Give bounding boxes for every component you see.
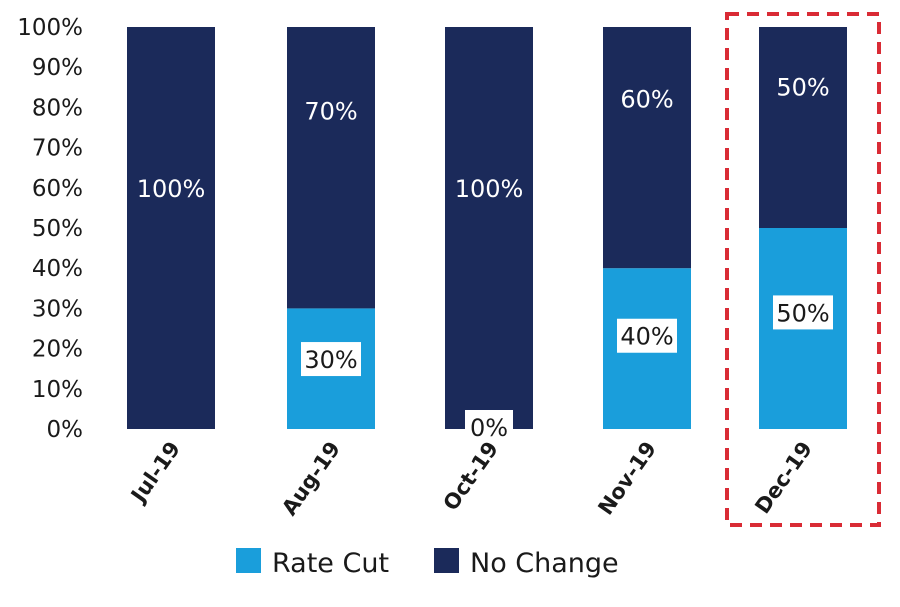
y-tick-label: 60% — [32, 176, 83, 202]
x-tick-label: Aug-19 — [277, 437, 345, 520]
y-tick-label: 20% — [32, 337, 83, 363]
bar-segment-no-change — [603, 27, 691, 269]
y-tick-label: 0% — [47, 417, 84, 443]
bar-segment-no-change — [127, 27, 215, 429]
data-label-box — [301, 342, 361, 377]
x-axis: Jul-19 Aug-19 Oct-19 Nov-19 Dec-19 — [125, 437, 817, 520]
data-label-no-change: 100% — [137, 175, 206, 203]
bar-segment-no-change — [445, 27, 533, 429]
y-tick-label: 30% — [32, 296, 83, 322]
data-label-rate-cut: 40% — [620, 323, 673, 351]
data-label-rate-cut: 0% — [470, 414, 508, 442]
y-tick-label: 100% — [17, 15, 83, 41]
data-label-box — [773, 295, 833, 330]
legend-swatch — [236, 548, 261, 573]
highlight-box-group — [725, 12, 881, 527]
x-tick-label: Dec-19 — [750, 437, 817, 518]
legend-swatch — [434, 548, 459, 573]
x-tick-label: Jul-19 — [125, 437, 185, 508]
bar-segment-no-change — [759, 27, 847, 228]
data-label-no-change: 100% — [455, 175, 524, 203]
legend: Rate Cut No Change — [236, 548, 619, 579]
y-tick-label: 10% — [32, 377, 83, 403]
data-label-rate-cut: 30% — [304, 346, 357, 374]
y-tick-label: 90% — [32, 55, 83, 81]
data-label-no-change: 70% — [304, 97, 357, 125]
y-tick-label: 40% — [32, 256, 83, 282]
y-tick-label: 80% — [32, 95, 83, 121]
bars — [127, 27, 847, 429]
y-tick-label: 70% — [32, 136, 83, 162]
data-label-rate-cut: 50% — [776, 299, 829, 327]
legend-label: Rate Cut — [272, 548, 389, 579]
bar-labels: 100% 70% 30% 100% 0% 60% 40% 50% 50% — [137, 73, 833, 444]
data-label-no-change: 60% — [620, 85, 673, 113]
highlight-box — [725, 12, 881, 527]
y-axis: 0% 10% 20% 30% 40% 50% 60% 70% 80% 90% 100% — [17, 15, 83, 443]
x-tick-label: Oct-19 — [439, 437, 504, 515]
x-tick-label: Nov-19 — [593, 437, 661, 519]
y-tick-label: 50% — [32, 216, 83, 242]
bar-segment-no-change — [287, 27, 375, 309]
data-label-no-change: 50% — [776, 73, 829, 101]
data-label-box — [465, 410, 513, 444]
data-label-box — [617, 318, 677, 353]
legend-label: No Change — [470, 548, 619, 579]
